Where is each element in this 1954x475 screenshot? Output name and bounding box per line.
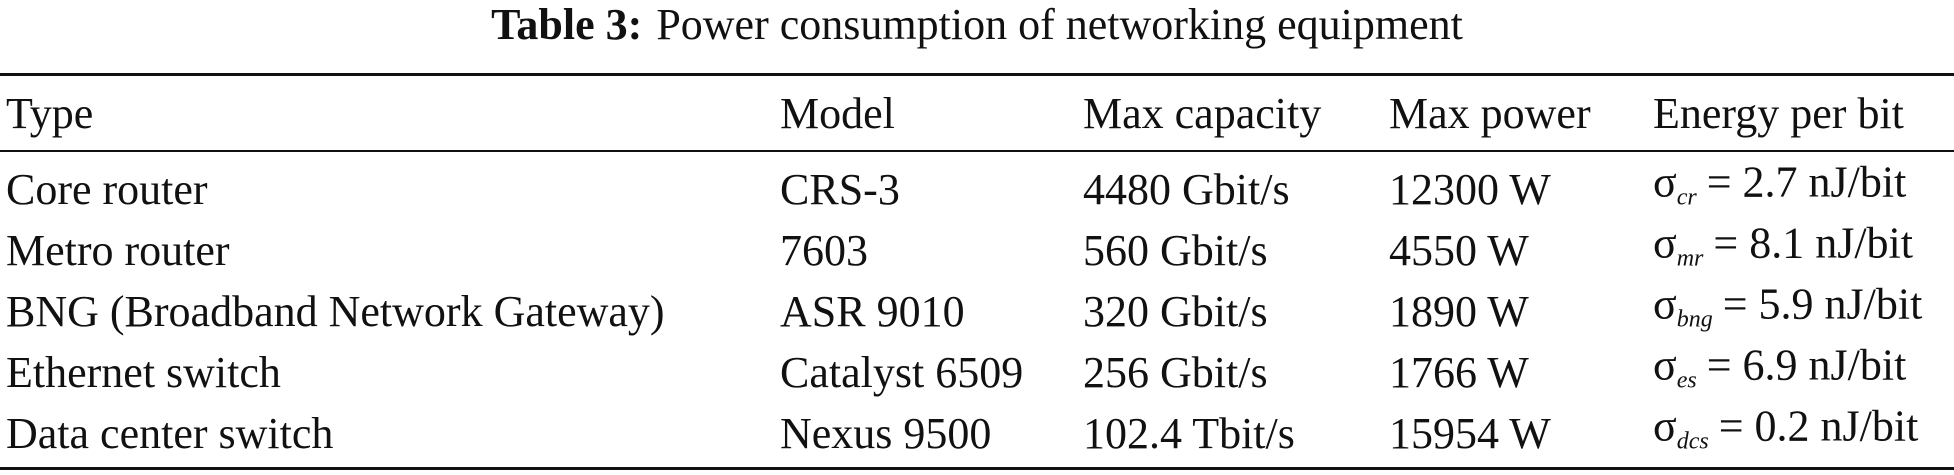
table-cell: ASR 9010 [780, 287, 965, 336]
energy-text: = 2.7 nJ/bit [1706, 157, 1907, 207]
table-cell: Nexus 9500 [780, 409, 992, 458]
header-rule [0, 150, 1954, 152]
table-caption: Table 3: Power consumption of networking … [0, 0, 1954, 50]
table-cell: 12300 W [1389, 165, 1551, 214]
table-cell: 560 Gbit/s [1083, 226, 1268, 275]
subscript: mr [1676, 245, 1704, 272]
table-cell: 7603 [780, 226, 868, 275]
table-cell: 1766 W [1389, 348, 1529, 397]
table-cell: 102.4 Tbit/s [1083, 409, 1295, 458]
symbol: σ [1653, 401, 1677, 451]
energy-text: = 6.9 nJ/bit [1706, 340, 1907, 390]
energy-cell: σcr = 2.7 nJ/bit [1653, 158, 1906, 223]
caption-text: Power consumption of networking equipmen… [656, 0, 1463, 49]
subscript: bng [1676, 306, 1713, 333]
top-rule [0, 73, 1954, 76]
energy-cell: σmr = 8.1 nJ/bit [1653, 219, 1913, 284]
table-cell: Core router [6, 165, 208, 214]
energy-text: = 0.2 nJ/bit [1718, 401, 1919, 451]
symbol: σ [1653, 218, 1677, 268]
symbol: σ [1653, 279, 1677, 329]
bottom-rule [0, 467, 1954, 470]
subscript: es [1676, 367, 1697, 394]
table-cell: 320 Gbit/s [1083, 287, 1268, 336]
table-cell: Ethernet switch [6, 348, 281, 397]
header-cell: Energy per bit [1653, 89, 1904, 138]
energy-text: = 5.9 nJ/bit [1722, 279, 1923, 329]
subscript: cr [1676, 184, 1697, 211]
table-cell: 4480 Gbit/s [1083, 165, 1290, 214]
table-cell: 1890 W [1389, 287, 1529, 336]
table-cell: Catalyst 6509 [780, 348, 1024, 397]
table-cell: 256 Gbit/s [1083, 348, 1268, 397]
energy-cell: σes = 6.9 nJ/bit [1653, 341, 1906, 406]
header-cell: Max capacity [1083, 89, 1322, 138]
energy-cell: σbng = 5.9 nJ/bit [1653, 280, 1922, 345]
energy-cell: σdcs = 0.2 nJ/bit [1653, 402, 1918, 467]
caption-label: Table 3: [491, 0, 643, 49]
header-cell: Max power [1389, 89, 1591, 138]
table-cell: Metro router [6, 226, 230, 275]
symbol: σ [1653, 340, 1677, 390]
symbol: σ [1653, 157, 1677, 207]
table-cell: 4550 W [1389, 226, 1529, 275]
header-cell: Model [780, 89, 895, 138]
table-cell: BNG (Broadband Network Gateway) [6, 287, 665, 336]
header-cell: Type [6, 89, 94, 138]
table-cell: 15954 W [1389, 409, 1551, 458]
table-cell: CRS-3 [780, 165, 900, 214]
subscript: dcs [1676, 428, 1709, 455]
table-cell: Data center switch [6, 409, 334, 458]
energy-text: = 8.1 nJ/bit [1713, 218, 1914, 268]
